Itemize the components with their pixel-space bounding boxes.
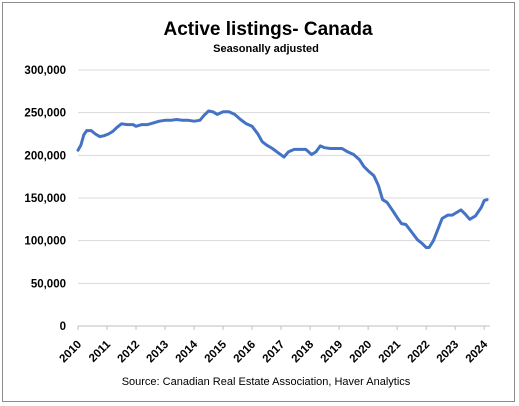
x-tick-label: 2019 — [319, 339, 346, 366]
x-tick-label: 2013 — [145, 339, 172, 366]
chart-title: Active listings- Canada — [163, 19, 372, 40]
x-tick-label: 2018 — [290, 338, 317, 365]
x-tick-label: 2011 — [87, 338, 114, 365]
x-tick-label: 2021 — [377, 338, 404, 365]
y-tick-label: 100,000 — [24, 236, 66, 248]
chart-source: Source: Canadian Real Estate Association… — [122, 376, 411, 388]
x-tick-label: 2020 — [348, 339, 375, 366]
x-tick-label: 2016 — [232, 339, 259, 366]
series-layer — [76, 109, 489, 249]
x-tick-label: 2023 — [435, 339, 462, 366]
series-line — [76, 109, 489, 249]
x-tick-label: 2017 — [261, 339, 288, 366]
y-tick-label: 200,000 — [24, 150, 66, 162]
y-tick-label: 300,000 — [24, 65, 66, 77]
y-tick-label: 50,000 — [31, 278, 66, 290]
x-tick-label: 2022 — [406, 339, 433, 366]
y-tick-label: 0 — [60, 321, 66, 333]
y-axis-tick-labels: 0 50,000 100,000 150,000 200,000 250,000 300,0… — [24, 65, 66, 333]
x-tick-label: 2010 — [58, 339, 85, 366]
chart-frame — [2, 2, 515, 402]
gridlines — [78, 69, 490, 327]
x-tick-label: 2012 — [116, 339, 143, 366]
chart-subtitle: Seasonally adjusted — [213, 43, 319, 55]
x-tick-label: 2014 — [174, 338, 201, 365]
x-tick-label: 2015 — [203, 338, 230, 365]
y-tick-label: 150,000 — [24, 193, 66, 205]
x-axis-tick-labels: 2010 2011 2012 2013 2014 2015 2016 2017 2018 2019… — [58, 326, 491, 365]
x-tick-label: 2024 — [464, 338, 491, 365]
y-tick-label: 250,000 — [24, 108, 66, 120]
